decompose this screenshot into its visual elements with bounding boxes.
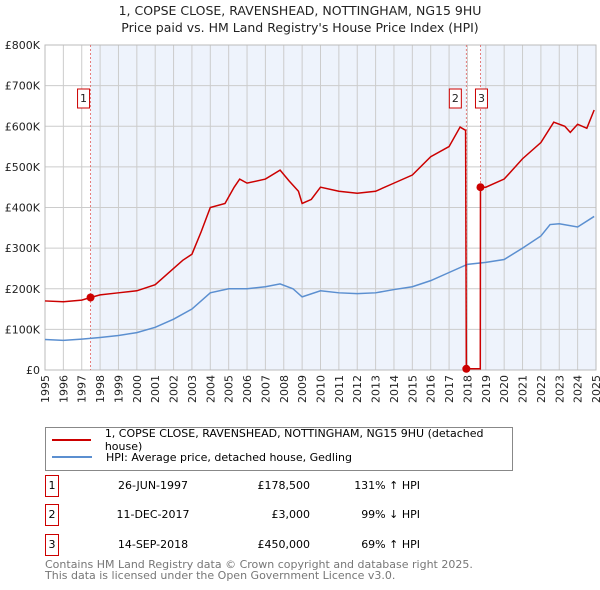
price-paid-line [44, 109, 595, 370]
sale-date: 14-SEP-2018 [117, 538, 189, 551]
price-chart: £0 £100K £200K £300K £400K £500K £600K £700K £80… [5, 39, 600, 403]
x-tick-label: 1997 [76, 375, 89, 403]
x-tick-label: 2023 [553, 375, 566, 403]
sale-date: 26-JUN-1997 [117, 479, 189, 492]
legend-item-hpi: HPI: Average price, detached house, Gedl… [52, 449, 352, 465]
y-tick-label: £800K [5, 39, 41, 52]
x-tick-label: 2010 [315, 375, 328, 403]
x-tick-label: 2018 [461, 375, 474, 403]
sale-point [86, 293, 95, 302]
sale-number: 2 [45, 504, 59, 526]
x-tick-label: 1996 [57, 375, 70, 403]
x-tick-label: 1998 [94, 375, 107, 403]
y-tick-label: £600K [5, 120, 41, 133]
x-tick-label: 2003 [186, 375, 199, 403]
legend-item-property: 1, COPSE CLOSE, RAVENSHEAD, NOTTINGHAM, … [52, 427, 512, 453]
y-tick-label: £300K [5, 242, 41, 255]
sale-price: £450,000 [257, 538, 311, 551]
plot-frame [44, 44, 597, 371]
chart-title: 1, COPSE CLOSE, RAVENSHEAD, NOTTINGHAM, … [118, 3, 482, 18]
x-tick-label: 2012 [351, 375, 364, 403]
sale-label-box [448, 88, 462, 109]
x-tick-label: 1995 [39, 375, 52, 403]
legend-label: HPI: Average price, detached house, Gedl… [106, 450, 352, 464]
x-tick-label: 2008 [278, 375, 291, 403]
sale-hpi-diff: 131% ↑ HPI [354, 479, 420, 492]
footer: Contains HM Land Registry data © Crown c… [45, 559, 473, 581]
x-tick-label: 2002 [168, 375, 181, 403]
legend-swatch-red [52, 439, 91, 441]
sale-number: 1 [45, 475, 59, 497]
sale-label-box [474, 88, 488, 109]
x-tick-label: 2009 [296, 375, 309, 403]
x-tick-label: 2025 [590, 375, 600, 403]
x-tick-label: 2017 [443, 375, 456, 403]
y-tick-label: £700K [5, 80, 41, 93]
hpi-line [44, 215, 595, 342]
x-tick-label: 2004 [204, 375, 217, 403]
y-tick-label: £400K [5, 202, 41, 215]
sale-number: 3 [45, 534, 59, 556]
x-tick-label: 2011 [333, 375, 346, 403]
legend-label: 1, COPSE CLOSE, RAVENSHEAD, NOTTINGHAM, … [104, 427, 484, 453]
sale-label-box [77, 88, 91, 109]
sale-date: 11-DEC-2017 [116, 508, 190, 521]
x-tick-label: 2006 [241, 375, 254, 403]
footer-line: Contains HM Land Registry data © Crown c… [45, 558, 473, 571]
x-tick-label: 2021 [517, 375, 530, 403]
y-tick-label: £200K [5, 283, 41, 296]
legend-swatch-blue [52, 456, 92, 458]
x-tick-label: 2000 [131, 375, 144, 403]
x-tick-label: 2015 [406, 375, 419, 403]
x-tick-label: 2020 [498, 375, 511, 403]
sale-label: 3 [478, 92, 485, 105]
x-tick-label: 1999 [112, 375, 125, 403]
x-tick-label: 2024 [572, 375, 585, 403]
x-tick-label: 2016 [425, 375, 438, 403]
sale-hpi-diff: 69% ↑ HPI [361, 538, 420, 551]
x-tick-label: 2022 [535, 375, 548, 403]
y-tick-label: £500K [5, 161, 41, 174]
y-tick-label: £100K [5, 323, 41, 336]
sale-price: £3,000 [271, 508, 311, 521]
x-tick-label: 2014 [388, 375, 401, 403]
x-tick-label: 2005 [223, 375, 236, 403]
x-tick-label: 2019 [480, 375, 493, 403]
x-tick-label: 2007 [259, 375, 272, 403]
sale-point [462, 364, 471, 373]
y-tick-label: £0 [26, 364, 40, 377]
chart-subtitle: Price paid vs. HM Land Registry's House … [121, 20, 479, 35]
sale-hpi-diff: 99% ↓ HPI [361, 508, 420, 521]
legend: 1, COPSE CLOSE, RAVENSHEAD, NOTTINGHAM, … [45, 427, 513, 471]
x-tick-label: 2001 [149, 375, 162, 403]
sale-label: 1 [80, 92, 87, 105]
footer-line: This data is licensed under the Open Gov… [45, 569, 396, 582]
sale-label: 2 [452, 92, 459, 105]
x-tick-label: 2013 [370, 375, 383, 403]
sale-point [476, 183, 485, 192]
sale-price: £178,500 [257, 479, 311, 492]
